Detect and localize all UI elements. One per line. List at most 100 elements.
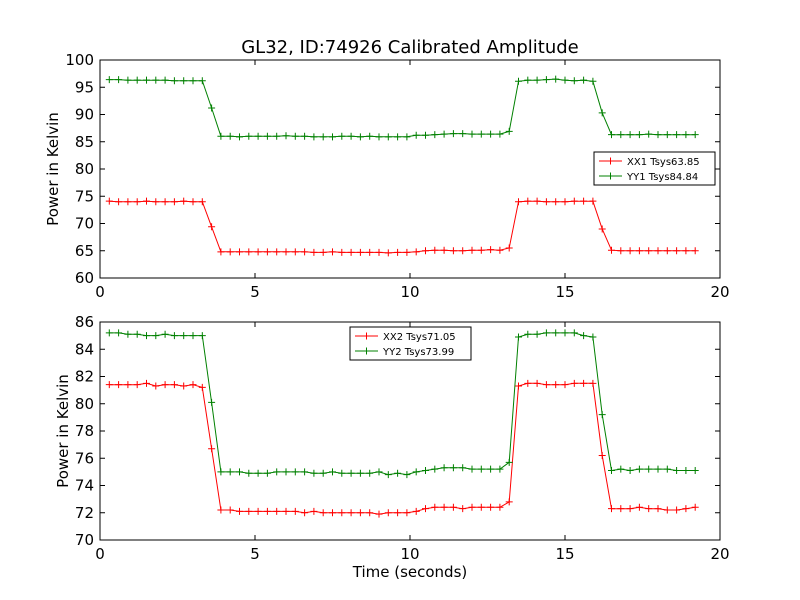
data-point xyxy=(412,248,420,256)
legend-marker xyxy=(607,157,614,165)
y-tick-label: 85 xyxy=(75,133,94,151)
data-point xyxy=(552,75,560,83)
data-point xyxy=(105,381,113,389)
legend-marker xyxy=(607,172,614,180)
data-point xyxy=(180,382,188,390)
data-point xyxy=(673,131,681,139)
data-point xyxy=(263,132,271,140)
data-point xyxy=(635,131,643,139)
data-point xyxy=(626,247,634,255)
y-tick-label: 70 xyxy=(75,215,94,233)
data-point xyxy=(394,133,402,141)
data-point xyxy=(412,507,420,515)
y-tick-label: 80 xyxy=(75,395,94,413)
data-point xyxy=(570,329,578,337)
data-point xyxy=(394,248,402,256)
data-point xyxy=(515,77,522,85)
data-point xyxy=(143,197,150,205)
data-point xyxy=(663,465,671,473)
data-point xyxy=(319,509,327,517)
data-point xyxy=(524,76,532,84)
data-point xyxy=(291,468,299,476)
data-point xyxy=(431,503,439,511)
data-point xyxy=(468,246,476,254)
data-point xyxy=(226,248,234,256)
data-point xyxy=(124,198,132,206)
data-point xyxy=(133,198,141,206)
data-point xyxy=(477,130,485,138)
data-point xyxy=(170,332,178,340)
data-point xyxy=(170,198,178,206)
data-point xyxy=(310,507,318,515)
legend-label: YY2 Tsys73.99 xyxy=(382,347,454,358)
data-point xyxy=(617,465,625,473)
data-point xyxy=(663,247,671,255)
data-point xyxy=(542,198,550,206)
data-point xyxy=(570,379,578,387)
data-point xyxy=(170,77,178,85)
data-point xyxy=(570,197,578,205)
data-point xyxy=(245,132,253,140)
data-point xyxy=(524,379,532,387)
y-tick-label: 75 xyxy=(75,187,94,205)
data-point xyxy=(533,76,541,84)
data-point xyxy=(366,248,374,256)
data-point xyxy=(152,76,160,84)
y-tick-label: 95 xyxy=(75,78,94,96)
data-point xyxy=(608,505,615,513)
y-tick-label: 78 xyxy=(75,422,94,440)
data-point xyxy=(412,131,420,139)
data-point xyxy=(236,133,243,141)
data-point xyxy=(152,382,160,390)
x-tick-label: 10 xyxy=(400,283,419,301)
data-point xyxy=(673,247,681,255)
data-point xyxy=(589,197,597,205)
data-point xyxy=(459,464,467,472)
data-point xyxy=(133,330,141,338)
data-point xyxy=(115,76,123,84)
data-point xyxy=(515,382,522,390)
y-axis-label: Power in Kelvin xyxy=(44,112,62,226)
data-point xyxy=(198,198,206,206)
data-point xyxy=(301,468,309,476)
data-point xyxy=(440,503,448,511)
data-point xyxy=(115,381,123,389)
data-point xyxy=(254,248,262,256)
data-point xyxy=(682,505,690,513)
data-point xyxy=(561,381,569,389)
data-point xyxy=(366,509,374,517)
data-point xyxy=(552,329,560,337)
data-point xyxy=(663,131,671,139)
series-line xyxy=(109,78,696,138)
data-point xyxy=(468,503,476,511)
series-line xyxy=(109,200,696,254)
series-line xyxy=(109,382,696,515)
data-point xyxy=(319,248,327,256)
data-point xyxy=(570,77,578,85)
data-point xyxy=(347,469,355,477)
series-line xyxy=(109,332,696,476)
data-point xyxy=(198,332,206,340)
data-point xyxy=(552,381,560,389)
data-point xyxy=(496,465,504,473)
data-point xyxy=(487,503,495,511)
data-point xyxy=(468,130,476,138)
x-tick-label: 0 xyxy=(95,545,105,563)
data-point xyxy=(338,469,346,477)
data-point xyxy=(170,381,178,389)
data-point xyxy=(338,248,346,256)
data-point xyxy=(189,381,197,389)
data-point xyxy=(477,246,485,254)
data-point xyxy=(236,248,243,256)
data-point xyxy=(552,198,560,206)
data-point xyxy=(487,246,495,254)
data-point xyxy=(273,468,281,476)
x-tick-label: 0 xyxy=(95,283,105,301)
data-point xyxy=(329,468,336,476)
data-point xyxy=(608,246,615,254)
data-point xyxy=(189,77,197,85)
data-point xyxy=(542,381,550,389)
data-point xyxy=(282,507,290,515)
data-point xyxy=(533,197,541,205)
data-point xyxy=(217,506,225,514)
